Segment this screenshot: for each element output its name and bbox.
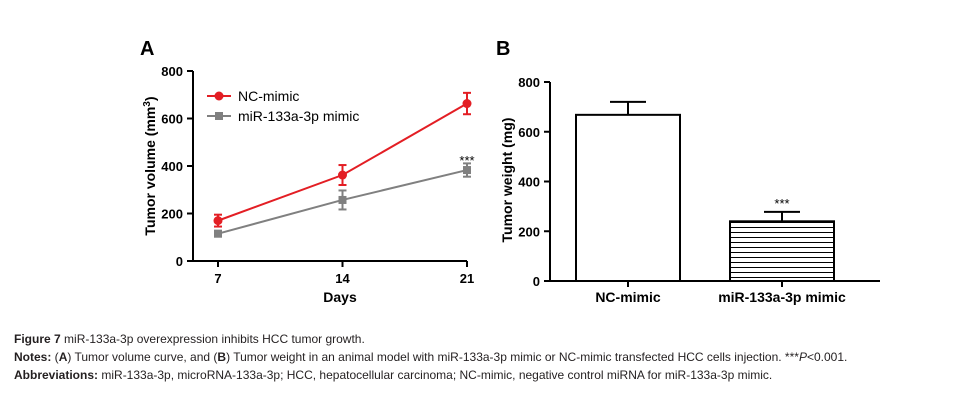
panel-a-y-axis-label: Tumor volume (mm3) (142, 96, 159, 235)
panel-a-data-point (338, 195, 347, 204)
caption-notes-b-text: ) Tumor weight in an animal model with m… (226, 350, 799, 364)
panel-a-x-tick-label: 14 (335, 271, 350, 286)
panel-a-data-point (463, 166, 471, 175)
panel-b-bar (575, 113, 681, 282)
panel-b-label: B (496, 38, 510, 60)
panel-a-line-chart: A 0 200 400 600 800 7 14 21 *** NC-mimic miR-133… (140, 38, 475, 305)
panel-a-legend-item: miR-133a-3p mimic (207, 108, 359, 124)
figure-caption: Figure 7 miR-133a-3p overexpression inhi… (14, 330, 944, 384)
panel-a-label: A (140, 38, 154, 60)
panel-b-y-tick-label: 400 (518, 175, 540, 190)
panel-b-bar-chart: B 0 200 400 600 800 NC-mimic miR-133a-3p mimi… (496, 38, 880, 305)
caption-abbrev-label: Abbreviations: (14, 368, 99, 382)
caption-notes-line: Notes: (A) Tumor volume curve, and (B) T… (14, 350, 848, 364)
caption-title: miR-133a-3p overexpression inhibits HCC … (64, 332, 365, 346)
panel-a-data-point (462, 99, 472, 109)
caption-notes-p: P (798, 350, 807, 364)
panel-b-x-tick-label: miR-133a-3p mimic (718, 289, 846, 305)
panel-a-data-point (338, 170, 347, 180)
panel-a-data-point (214, 229, 222, 238)
panel-a-legend-label: miR-133a-3p mimic (238, 108, 359, 124)
panel-b-x-tick-label: NC-mimic (595, 289, 661, 305)
panel-a-legend-marker (214, 91, 224, 101)
panel-a-y-tick-label: 0 (176, 254, 183, 269)
caption-notes-a: A (58, 350, 68, 364)
panel-b-y-tick-label: 0 (533, 274, 540, 289)
panel-a-y-tick-label: 800 (161, 64, 183, 79)
panel-a-series-nc-mimic (213, 91, 472, 228)
panel-a-series-mir-133a-3p-mimic (214, 162, 471, 238)
panel-a-y-tick-label: 200 (161, 207, 183, 222)
panel-a-x-tick-label: 21 (460, 271, 474, 286)
caption-notes-label: Notes: (14, 350, 52, 364)
panel-a-legend-label: NC-mimic (238, 88, 299, 104)
caption-notes-a-text: ) Tumor volume curve, and ( (67, 350, 218, 364)
figure-charts: A 0 200 400 600 800 7 14 21 *** NC-mimic miR-133… (140, 38, 880, 305)
panel-b-bar-group: NC-mimic (575, 100, 681, 305)
panel-b-y-tick-label: 800 (518, 75, 540, 90)
caption-figure-label: Figure 7 (14, 332, 61, 346)
panel-a-x-axis-label: Days (323, 289, 357, 305)
panel-a-data-point (213, 216, 223, 226)
panel-b-significance: *** (774, 196, 789, 211)
caption-abbrev-text: miR-133a-3p, microRNA-133a-3p; HCC, hepa… (101, 368, 773, 382)
panel-a-legend-marker (215, 112, 223, 120)
panel-a-significance: *** (459, 153, 474, 168)
panel-b-bar-group: miR-133a-3p mimic *** (718, 196, 846, 305)
caption-abbrev-line: Abbreviations: miR-133a-3p, microRNA-133… (14, 366, 944, 384)
panel-b-bar (729, 220, 835, 283)
panel-b-y-tick-label: 600 (518, 125, 540, 140)
caption-notes-b: B (217, 350, 227, 364)
panel-a-y-tick-label: 400 (161, 159, 183, 174)
panel-b-y-tick-label: 200 (518, 224, 540, 239)
panel-a-legend-item: NC-mimic (207, 88, 299, 104)
panel-b-y-axis-label: Tumor weight (mg) (499, 118, 515, 243)
caption-notes-p-text: <0.001. (806, 350, 848, 364)
caption-title-line: Figure 7 miR-133a-3p overexpression inhi… (14, 330, 944, 348)
panel-a-y-tick-label: 600 (161, 112, 183, 127)
panel-a-x-tick-label: 7 (214, 271, 221, 286)
